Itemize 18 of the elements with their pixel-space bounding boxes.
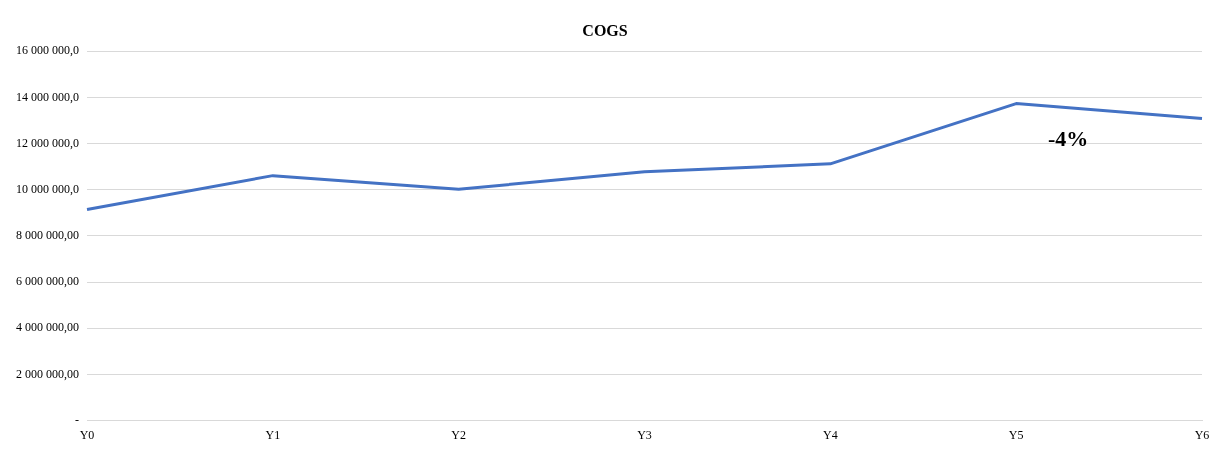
x-tick-label: Y4 bbox=[823, 427, 838, 442]
y-tick-label: 14 000 000,0 bbox=[16, 89, 79, 104]
y-tick-label: 8 000 000,00 bbox=[16, 228, 79, 243]
x-tick-label: Y1 bbox=[265, 427, 281, 442]
chart-title: COGS bbox=[582, 21, 628, 39]
y-tick-label: - bbox=[75, 412, 79, 427]
annotation: -4% bbox=[1048, 125, 1089, 151]
y-tick-label: 2 000 000,00 bbox=[16, 366, 79, 381]
y-tick-label: 4 000 000,00 bbox=[16, 320, 79, 335]
x-tick-label: Y5 bbox=[1008, 427, 1024, 442]
x-tick-label: Y3 bbox=[637, 427, 652, 442]
x-tick-label: Y0 bbox=[79, 427, 95, 442]
x-tick-label: Y6 bbox=[1194, 427, 1210, 442]
y-tick-label: 10 000 000,0 bbox=[16, 181, 79, 196]
x-tick-label: Y2 bbox=[451, 427, 466, 442]
y-tick-label: 6 000 000,00 bbox=[16, 274, 79, 289]
y-tick-label: 16 000 000,0 bbox=[16, 43, 79, 58]
y-tick-label: 12 000 000,0 bbox=[16, 135, 79, 150]
